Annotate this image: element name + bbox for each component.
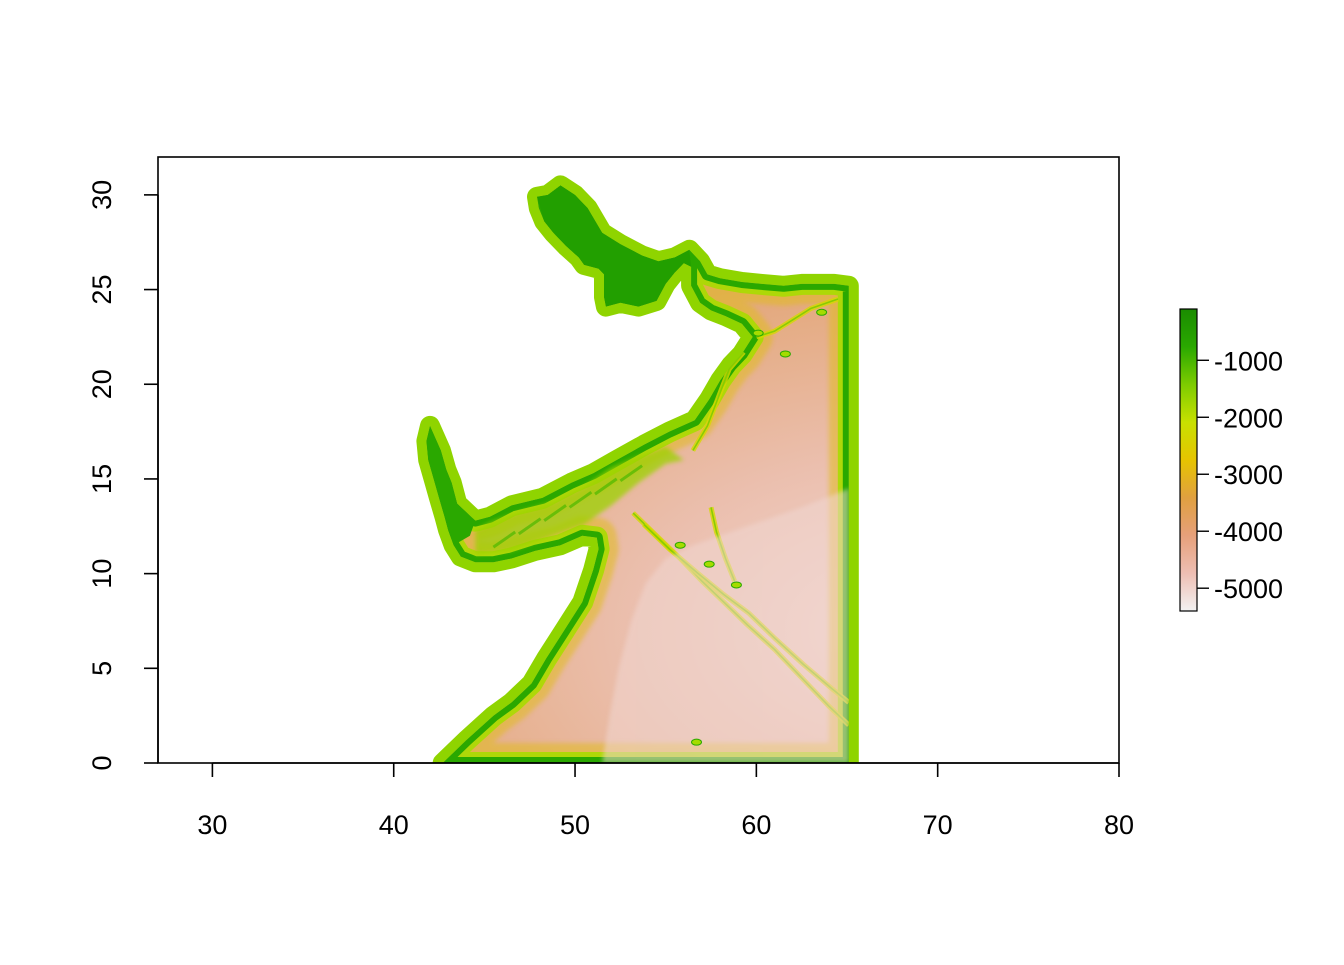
ridge-segment: [619, 464, 643, 483]
seamount: [674, 541, 686, 549]
seamount: [691, 738, 703, 746]
x-tick-label: 50: [560, 810, 590, 840]
x-tick-label: 30: [197, 810, 227, 840]
seamount: [703, 560, 715, 568]
legend-tick-label: -4000: [1214, 517, 1283, 547]
ridge-crest: [692, 351, 745, 451]
shallow-gulf: [537, 185, 692, 307]
y-tick-label: 0: [87, 755, 117, 770]
legend-tick-label: -2000: [1214, 403, 1283, 433]
legend-tick-label: -3000: [1214, 460, 1283, 490]
color-legend: -1000 -2000 -3000 -4000 -5000: [1179, 308, 1283, 612]
ridge-segment: [543, 504, 567, 522]
x-tick-label: 70: [923, 810, 953, 840]
y-tick-label: 25: [87, 275, 117, 305]
ridge-segment: [492, 530, 517, 549]
y-tick-label: 5: [87, 661, 117, 676]
ridge-crest: [756, 298, 839, 338]
seamount: [752, 329, 764, 337]
ridge-segment: [594, 477, 618, 496]
seamount: [779, 350, 791, 358]
ridge-segment: [517, 517, 542, 536]
somali-basin: [602, 488, 849, 763]
y-axis: 0 5 10 15 20 25 30: [87, 180, 159, 771]
legend-colorbar: [1179, 308, 1198, 612]
x-axis: 30 40 50 60 70 80: [197, 762, 1134, 840]
y-tick-label: 10: [87, 559, 117, 589]
x-tick-label: 60: [741, 810, 771, 840]
seamount: [816, 308, 828, 316]
y-tick-label: 30: [87, 180, 117, 210]
x-tick-label: 80: [1104, 810, 1134, 840]
seamount: [730, 581, 742, 589]
shallow-red-sea: [426, 425, 476, 546]
ridge-segment: [568, 490, 593, 509]
x-tick-label: 40: [379, 810, 409, 840]
legend-tick-label: -5000: [1214, 574, 1283, 604]
legend-tick-label: -1000: [1214, 346, 1283, 376]
y-tick-label: 15: [87, 464, 117, 494]
bathymetry-raster: [416, 175, 859, 763]
y-tick-label: 20: [87, 369, 117, 399]
